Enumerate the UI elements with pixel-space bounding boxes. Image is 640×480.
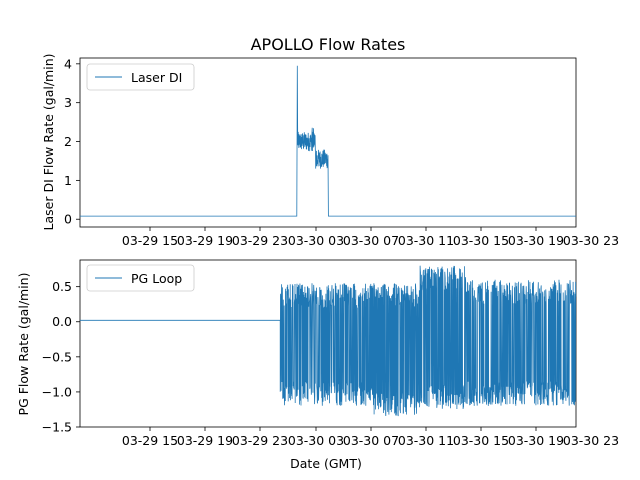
bottom-x-tick-label: 03-30 15 [453,433,509,448]
bottom-x-tick-label: 03-29 23 [232,433,288,448]
top-y-ticks: 0 1 2 3 4 [64,56,80,227]
bottom-y-ticks: −1.5 −1.0 −0.5 0.0 0.5 [42,279,80,435]
bottom-x-tick-label: 03-29 19 [177,433,233,448]
bottom-legend-box [86,264,195,292]
top-x-tick-label: 03-29 19 [177,233,233,248]
top-series-path [80,65,576,217]
bottom-legend: PG Loop [86,264,195,292]
top-x-tick-label: 03-30 07 [343,233,399,248]
bottom-series-path [80,265,577,417]
bottom-series-line [80,265,577,417]
top-x-tick-label: 03-30 15 [453,233,509,248]
bottom-legend-label: PG Loop [131,271,182,286]
top-x-tick-label: 03-30 03 [288,233,344,248]
bottom-y-tick-label: −1.0 [42,384,72,399]
bottom-plot-frame [79,259,577,428]
top-x-tick-label: 03-29 23 [232,233,288,248]
bottom-y-tick-label: −1.5 [42,420,72,435]
top-x-tick-label: 03-29 15 [122,233,178,248]
top-x-tick-label: 03-30 23 [563,233,619,248]
top-series-line [80,65,576,217]
top-legend-box [86,63,195,91]
top-y-tick-label: 3 [64,95,72,110]
top-x-tick-label: 03-30 19 [508,233,564,248]
bottom-x-tick-label: 03-30 23 [563,433,619,448]
bottom-y-tick-label: 0.0 [52,314,72,329]
bottom-y-tick-label: −0.5 [42,349,72,364]
top-y-tick-label: 1 [64,173,72,188]
top-y-axis-label: Laser DI Flow Rate (gal/min) [41,54,56,231]
bottom-y-axis-label: PG Flow Rate (gal/min) [16,273,31,416]
chart-title: APOLLO Flow Rates [251,35,406,54]
top-legend: Laser DI [86,63,195,91]
bottom-x-tick-label: 03-30 11 [398,433,454,448]
top-y-tick-label: 0 [64,212,72,227]
bottom-x-tick-label: 03-30 03 [288,433,344,448]
top-legend-label: Laser DI [131,70,182,85]
bottom-x-tick-label: 03-30 07 [343,433,399,448]
top-y-tick-label: 2 [64,134,72,149]
top-y-tick-label: 4 [64,56,72,71]
bottom-x-tick-label: 03-29 15 [122,433,178,448]
top-plot-frame [79,57,577,228]
bottom-y-tick-label: 0.5 [52,279,72,294]
top-x-tick-label: 03-30 11 [398,233,454,248]
bottom-x-tick-label: 03-30 19 [508,433,564,448]
bottom-x-axis-label: Date (GMT) [290,456,362,471]
